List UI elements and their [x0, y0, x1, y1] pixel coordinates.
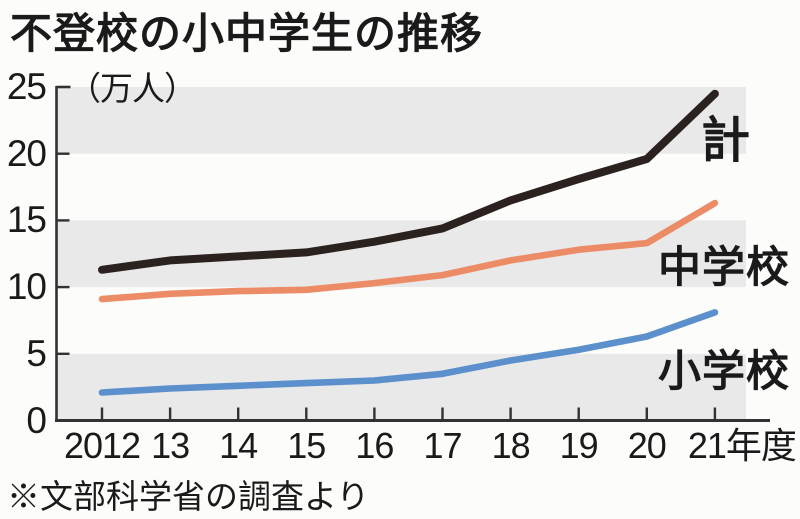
y-axis-label: 5 — [26, 332, 47, 374]
grid-band — [56, 220, 746, 288]
grid-band — [56, 87, 746, 154]
x-axis-label: 20 — [627, 425, 667, 466]
x-axis-label: 21年度 — [687, 425, 797, 466]
y-axis-label: 25 — [6, 66, 47, 107]
y-axis-label: 20 — [6, 132, 47, 174]
series-line-junior-high-school — [98, 199, 719, 303]
y-axis-label: 0 — [26, 399, 47, 441]
series-label-total: 計 — [701, 114, 752, 168]
x-axis-label: 19 — [559, 425, 599, 466]
series-label-junior-high-school: 中学校 — [658, 244, 790, 292]
y-axis-label: 10 — [6, 266, 47, 308]
series-line-total — [98, 89, 719, 274]
x-axis-label: 13 — [151, 425, 190, 466]
x-axis-label: 15 — [287, 425, 326, 466]
y-axis-unit-label: （万人） — [68, 70, 197, 107]
series-line-elementary-school — [98, 309, 719, 396]
x-axis-label: 2012 — [63, 425, 141, 466]
x-axis-label: 18 — [491, 425, 531, 466]
chart-title: 不登校の小中学生の推移 — [10, 10, 484, 57]
series-label-elementary-school: 小学校 — [658, 348, 790, 396]
source-note: ※文部科学省の調査より — [7, 480, 370, 516]
x-axis-label: 17 — [423, 425, 462, 466]
y-axis-label: 15 — [6, 199, 47, 241]
x-axis-label: 14 — [219, 425, 258, 466]
x-axis-label: 16 — [355, 425, 394, 466]
